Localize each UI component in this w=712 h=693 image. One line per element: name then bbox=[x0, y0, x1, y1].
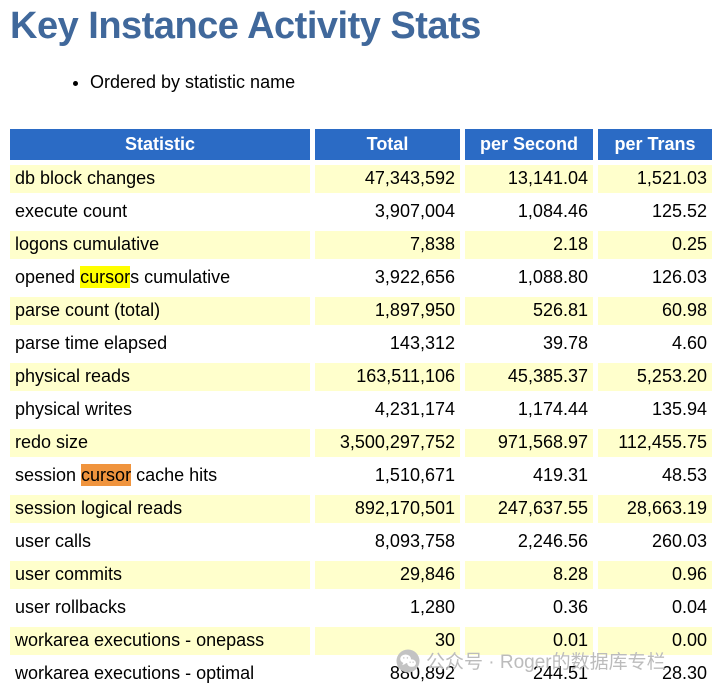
column-header-total: Total bbox=[315, 128, 460, 160]
cell-total: 4,231,174 bbox=[315, 395, 460, 424]
table-row: parse count (total) 1,897,950 526.81 60.98 bbox=[10, 296, 712, 325]
cell-per-trans: 4.60 bbox=[598, 329, 712, 358]
cell-per-trans: 1,521.03 bbox=[598, 164, 712, 193]
notes-list: Ordered by statistic name bbox=[0, 72, 712, 93]
cell-per-trans: 0.96 bbox=[598, 560, 712, 589]
cell-total: 30 bbox=[315, 626, 460, 655]
cell-per-second: 526.81 bbox=[465, 296, 593, 325]
table-row: session logical reads 892,170,501 247,637.… bbox=[10, 494, 712, 523]
cell-per-second: 419.31 bbox=[465, 461, 593, 490]
cell-total: 47,343,592 bbox=[315, 164, 460, 193]
cell-statistic: user rollbacks bbox=[10, 593, 310, 622]
cell-statistic: logons cumulative bbox=[10, 230, 310, 259]
table-row: user commits 29,846 8.28 0.96 bbox=[10, 560, 712, 589]
table-row: session cursor cache hits 1,510,671 419.31… bbox=[10, 461, 712, 490]
cell-total: 163,511,106 bbox=[315, 362, 460, 391]
cell-per-trans: 126.03 bbox=[598, 263, 712, 292]
cell-per-second: 1,174.44 bbox=[465, 395, 593, 424]
cell-total: 3,500,297,752 bbox=[315, 428, 460, 457]
cell-per-second: 1,088.80 bbox=[465, 263, 593, 292]
cell-per-second: 247,637.55 bbox=[465, 494, 593, 523]
table-row: parse time elapsed 143,312 39.78 4.60 bbox=[10, 329, 712, 358]
cell-total: 1,280 bbox=[315, 593, 460, 622]
cell-per-second: 1,084.46 bbox=[465, 197, 593, 226]
cell-per-second: 0.01 bbox=[465, 626, 593, 655]
cell-per-trans: 0.00 bbox=[598, 626, 712, 655]
table-row: user rollbacks 1,280 0.36 0.04 bbox=[10, 593, 712, 622]
table-row: user calls 8,093,758 2,246.56 260.03 bbox=[10, 527, 712, 556]
cell-per-second: 971,568.97 bbox=[465, 428, 593, 457]
cell-total: 3,922,656 bbox=[315, 263, 460, 292]
cell-total: 892,170,501 bbox=[315, 494, 460, 523]
table-row: logons cumulative 7,838 2.18 0.25 bbox=[10, 230, 712, 259]
table-row: db block changes 47,343,592 13,141.04 1,521… bbox=[10, 164, 712, 193]
cell-statistic: redo size bbox=[10, 428, 310, 457]
table-row: physical writes 4,231,174 1,174.44 135.94 bbox=[10, 395, 712, 424]
cell-per-trans: 0.04 bbox=[598, 593, 712, 622]
cell-statistic: execute count bbox=[10, 197, 310, 226]
cell-statistic: session cursor cache hits bbox=[10, 461, 310, 490]
cell-total: 7,838 bbox=[315, 230, 460, 259]
cell-per-second: 244.51 bbox=[465, 659, 593, 688]
column-header-per-second: per Second bbox=[465, 128, 593, 160]
search-highlight-active: cursor bbox=[81, 464, 132, 487]
cell-per-second: 13,141.04 bbox=[465, 164, 593, 193]
cell-total: 143,312 bbox=[315, 329, 460, 358]
cell-per-trans: 60.98 bbox=[598, 296, 712, 325]
cell-per-second: 45,385.37 bbox=[465, 362, 593, 391]
cell-per-second: 0.36 bbox=[465, 593, 593, 622]
cell-total: 8,093,758 bbox=[315, 527, 460, 556]
cell-total: 3,907,004 bbox=[315, 197, 460, 226]
table-row: opened cursors cumulative 3,922,656 1,088.… bbox=[10, 263, 712, 292]
cell-statistic: user commits bbox=[10, 560, 310, 589]
cell-statistic: workarea executions - optimal bbox=[10, 659, 310, 688]
cell-per-trans: 135.94 bbox=[598, 395, 712, 424]
cell-statistic: parse time elapsed bbox=[10, 329, 310, 358]
cell-statistic: workarea executions - onepass bbox=[10, 626, 310, 655]
cell-statistic: db block changes bbox=[10, 164, 310, 193]
table-row: workarea executions - onepass 30 0.01 0.00 bbox=[10, 626, 712, 655]
table-row: physical reads 163,511,106 45,385.37 5,253.… bbox=[10, 362, 712, 391]
cell-total: 880,892 bbox=[315, 659, 460, 688]
cell-statistic: user calls bbox=[10, 527, 310, 556]
cell-per-trans: 0.25 bbox=[598, 230, 712, 259]
column-header-per-trans: per Trans bbox=[598, 128, 712, 160]
cell-per-trans: 48.53 bbox=[598, 461, 712, 490]
search-highlight-inactive: cursor bbox=[80, 266, 131, 289]
header-row: Statistic Total per Second per Trans bbox=[10, 128, 712, 160]
table-row: execute count 3,907,004 1,084.46 125.52 bbox=[10, 197, 712, 226]
key-instance-activity-stats-table: Statistic Total per Second per Trans db … bbox=[5, 124, 712, 693]
cell-statistic: opened cursors cumulative bbox=[10, 263, 310, 292]
cell-per-trans: 112,455.75 bbox=[598, 428, 712, 457]
cell-per-second: 2,246.56 bbox=[465, 527, 593, 556]
table-row: redo size 3,500,297,752 971,568.97 112,455.… bbox=[10, 428, 712, 457]
cell-total: 1,510,671 bbox=[315, 461, 460, 490]
cell-per-second: 2.18 bbox=[465, 230, 593, 259]
cell-statistic: physical writes bbox=[10, 395, 310, 424]
cell-per-second: 39.78 bbox=[465, 329, 593, 358]
page-title: Key Instance Activity Stats bbox=[10, 5, 481, 47]
cell-per-trans: 260.03 bbox=[598, 527, 712, 556]
cell-per-second: 8.28 bbox=[465, 560, 593, 589]
cell-statistic: parse count (total) bbox=[10, 296, 310, 325]
cell-per-trans: 5,253.20 bbox=[598, 362, 712, 391]
cell-total: 1,897,950 bbox=[315, 296, 460, 325]
cell-total: 29,846 bbox=[315, 560, 460, 589]
column-header-statistic: Statistic bbox=[10, 128, 310, 160]
cell-per-trans: 28,663.19 bbox=[598, 494, 712, 523]
ordered-by-note: Ordered by statistic name bbox=[90, 72, 712, 93]
cell-per-trans: 125.52 bbox=[598, 197, 712, 226]
cell-per-trans: 28.30 bbox=[598, 659, 712, 688]
cell-statistic: physical reads bbox=[10, 362, 310, 391]
cell-statistic: session logical reads bbox=[10, 494, 310, 523]
table-row: workarea executions - optimal 880,892 244.… bbox=[10, 659, 712, 688]
